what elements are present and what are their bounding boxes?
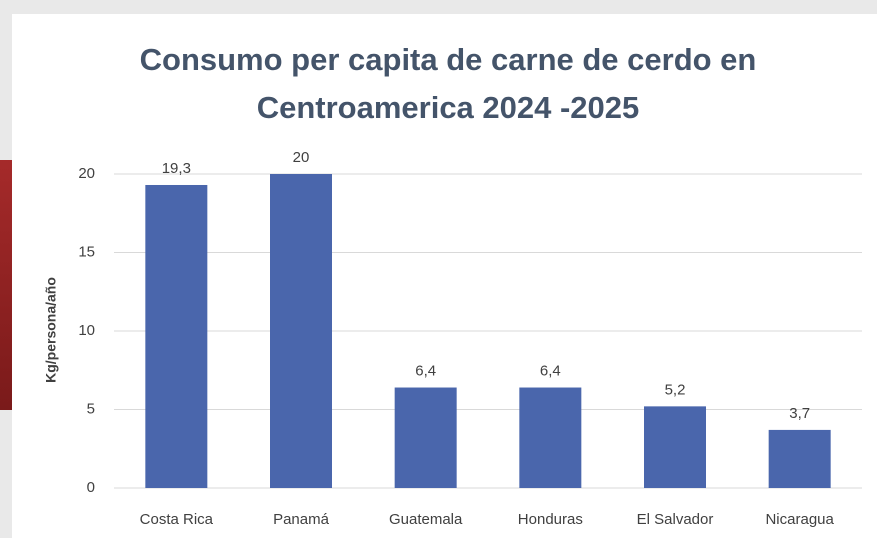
data-label: 6,4: [415, 362, 436, 379]
bar: [395, 388, 457, 488]
bar: [145, 185, 207, 488]
data-label: 6,4: [540, 362, 561, 379]
y-axis-label: Kg/persona/año: [43, 277, 59, 383]
bar: [769, 430, 831, 488]
x-tick-label: Panamá: [273, 511, 330, 528]
data-label: 3,7: [789, 405, 810, 422]
bar: [270, 174, 332, 488]
x-tick-label: Guatemala: [389, 511, 463, 528]
x-tick-label: Honduras: [518, 511, 583, 528]
x-tick-label: El Salvador: [637, 511, 714, 528]
y-tick-label: 20: [78, 165, 95, 182]
y-tick-label: 10: [78, 322, 95, 339]
y-tick-label: 5: [87, 400, 95, 417]
data-label: 19,3: [162, 160, 191, 177]
data-label: 20: [293, 149, 310, 166]
y-tick-label: 0: [87, 479, 95, 496]
x-tick-label: Costa Rica: [140, 511, 214, 528]
chart: Kg/persona/año 0 5 10 15 20 Costa Rica 19,3 Pan…: [0, 0, 877, 538]
page: Consumo per capita de carne de cerdo en …: [0, 0, 877, 538]
bar: [519, 388, 581, 488]
bar: [644, 406, 706, 488]
x-tick-label: Nicaragua: [765, 511, 834, 528]
data-label: 5,2: [665, 381, 686, 398]
y-tick-label: 15: [78, 243, 95, 260]
